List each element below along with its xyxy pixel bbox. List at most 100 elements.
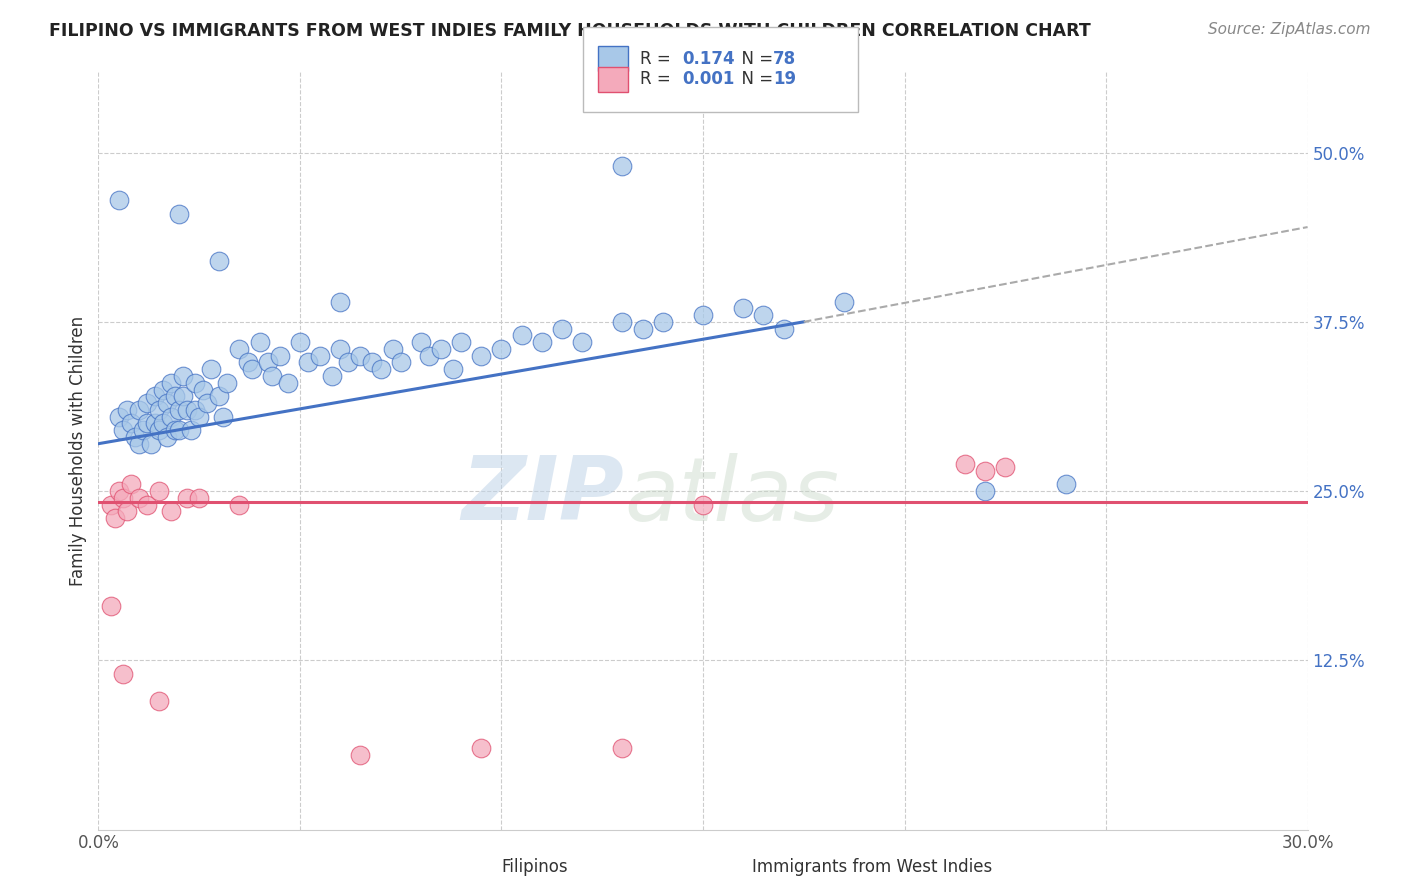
Point — [228, 342, 250, 356]
Point — [172, 369, 194, 384]
Point — [370, 362, 392, 376]
Point — [430, 342, 453, 356]
Point — [135, 396, 157, 410]
Point — [409, 335, 432, 350]
Point — [111, 491, 134, 505]
Point — [184, 376, 207, 390]
Point — [156, 430, 179, 444]
Point — [288, 335, 311, 350]
Point — [208, 254, 231, 268]
Point — [195, 396, 218, 410]
Point — [160, 409, 183, 424]
Point — [156, 396, 179, 410]
Point — [752, 308, 775, 322]
Point — [329, 342, 352, 356]
Point — [297, 355, 319, 369]
Point — [389, 355, 412, 369]
Point — [337, 355, 360, 369]
Point — [128, 436, 150, 450]
Point — [249, 335, 271, 350]
Point — [510, 328, 533, 343]
Point — [167, 423, 190, 437]
Point — [160, 376, 183, 390]
Point — [111, 423, 134, 437]
Point — [176, 402, 198, 417]
Point — [612, 741, 634, 756]
Point — [228, 498, 250, 512]
Text: Source: ZipAtlas.com: Source: ZipAtlas.com — [1208, 22, 1371, 37]
Point — [107, 484, 129, 499]
Point — [418, 349, 440, 363]
Point — [571, 335, 593, 350]
Point — [135, 417, 157, 431]
Point — [148, 694, 170, 708]
Point — [381, 342, 404, 356]
Point — [111, 666, 134, 681]
Point — [115, 504, 138, 518]
Point — [240, 362, 263, 376]
Point — [100, 599, 122, 614]
Point — [441, 362, 464, 376]
Text: R =: R = — [640, 50, 676, 68]
Point — [103, 511, 125, 525]
Point — [631, 321, 654, 335]
Point — [309, 349, 332, 363]
Point — [361, 355, 384, 369]
Point — [450, 335, 472, 350]
Text: R =: R = — [640, 70, 676, 88]
Point — [692, 308, 714, 322]
Point — [329, 294, 352, 309]
Point — [772, 321, 794, 335]
Point — [163, 389, 186, 403]
Point — [491, 342, 513, 356]
Point — [100, 498, 122, 512]
Point — [193, 383, 215, 397]
Text: N =: N = — [731, 50, 779, 68]
Point — [124, 430, 146, 444]
Text: 19: 19 — [773, 70, 796, 88]
Point — [167, 402, 190, 417]
Text: 0.174: 0.174 — [682, 50, 734, 68]
Point — [269, 349, 291, 363]
Point — [152, 417, 174, 431]
Text: Immigrants from West Indies: Immigrants from West Indies — [752, 858, 991, 876]
Text: 0.001: 0.001 — [682, 70, 734, 88]
Point — [115, 402, 138, 417]
Point — [120, 477, 142, 491]
Point — [530, 335, 553, 350]
Point — [143, 389, 166, 403]
Point — [349, 748, 371, 763]
Text: 78: 78 — [773, 50, 796, 68]
Y-axis label: Family Households with Children: Family Households with Children — [69, 316, 87, 585]
Point — [349, 349, 371, 363]
Point — [167, 206, 190, 220]
Point — [132, 423, 155, 437]
Point — [172, 389, 194, 403]
Point — [612, 315, 634, 329]
Point — [143, 417, 166, 431]
Point — [200, 362, 222, 376]
Point — [994, 459, 1017, 474]
Point — [148, 484, 170, 499]
Point — [733, 301, 755, 316]
Text: atlas: atlas — [624, 453, 839, 539]
Point — [180, 423, 202, 437]
Point — [188, 491, 211, 505]
Point — [120, 417, 142, 431]
Point — [470, 349, 492, 363]
Point — [217, 376, 239, 390]
Point — [256, 355, 278, 369]
Point — [148, 423, 170, 437]
Point — [128, 491, 150, 505]
Point — [139, 436, 162, 450]
Point — [208, 389, 231, 403]
Point — [107, 409, 129, 424]
Point — [260, 369, 283, 384]
Text: Filipinos: Filipinos — [501, 858, 568, 876]
Point — [107, 193, 129, 207]
Point — [974, 464, 997, 478]
Point — [612, 159, 634, 173]
Point — [277, 376, 299, 390]
Point — [470, 741, 492, 756]
Point — [212, 409, 235, 424]
